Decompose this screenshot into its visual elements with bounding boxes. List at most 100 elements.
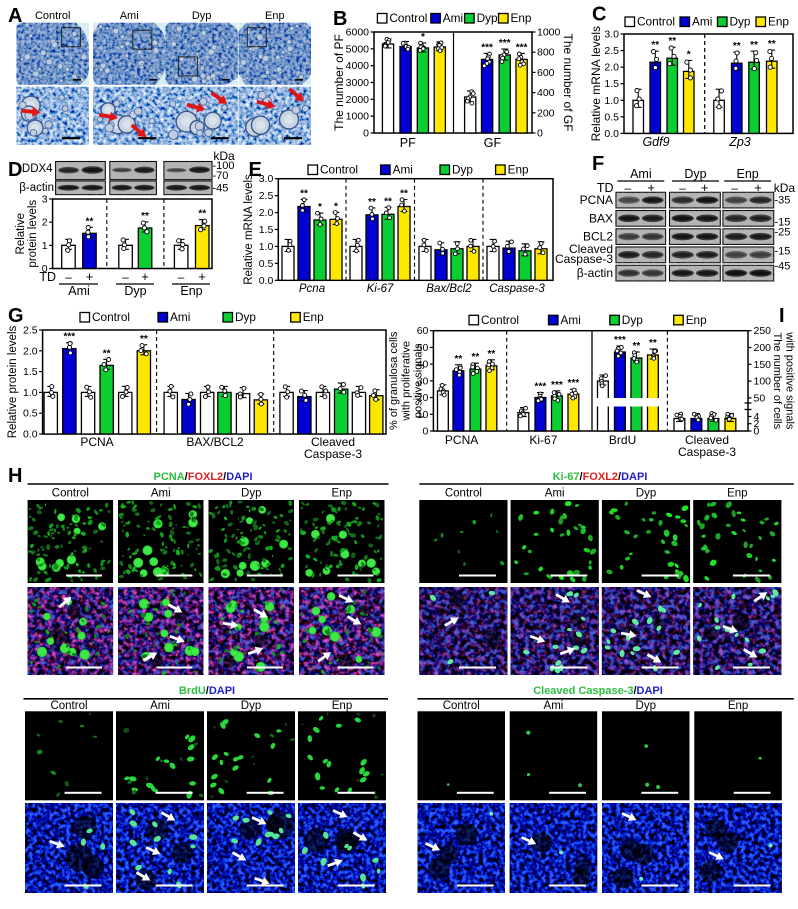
svg-text:2.5: 2.5 (259, 190, 274, 202)
svg-text:1.5: 1.5 (259, 224, 274, 236)
svg-text:The number of cells: The number of cells (771, 332, 783, 429)
svg-text:Ami: Ami (151, 488, 171, 500)
svg-text:**: ** (300, 188, 308, 199)
svg-text:1.5: 1.5 (604, 78, 619, 90)
svg-text:Control: Control (443, 700, 480, 712)
svg-text:Zp3: Zp3 (728, 135, 751, 149)
svg-text:DDX4: DDX4 (22, 163, 53, 175)
svg-text:-15: -15 (775, 246, 791, 258)
svg-text:Enp: Enp (728, 700, 748, 712)
svg-text:kDa: kDa (213, 149, 235, 163)
svg-text:Caspase-3: Caspase-3 (489, 283, 545, 295)
svg-text:D: D (8, 159, 22, 181)
svg-text:Ami: Ami (120, 10, 139, 22)
svg-text:600: 600 (537, 67, 555, 79)
svg-text:2.5: 2.5 (604, 45, 619, 57)
svg-text:+: + (198, 269, 206, 284)
svg-text:Enp: Enp (727, 488, 747, 500)
svg-text:The number of PF: The number of PF (332, 34, 346, 131)
svg-text:1.0: 1.0 (23, 387, 38, 399)
svg-text:Enp: Enp (508, 163, 529, 177)
svg-text:0: 0 (423, 426, 429, 438)
svg-text:Ami: Ami (545, 488, 565, 500)
svg-text:5000: 5000 (346, 43, 370, 55)
svg-text:-25: -25 (775, 227, 791, 239)
svg-text:**: ** (368, 197, 376, 208)
svg-text:-100: -100 (213, 160, 235, 172)
svg-text:250: 250 (754, 325, 772, 337)
svg-text:***: *** (481, 42, 493, 53)
svg-text:3.0: 3.0 (604, 29, 619, 41)
svg-text:Dyp: Dyp (124, 284, 146, 298)
svg-text:-70: -70 (213, 170, 229, 182)
svg-text:Enp: Enp (265, 10, 285, 22)
svg-text:Pcna: Pcna (299, 283, 325, 295)
svg-text:**: ** (733, 41, 741, 52)
svg-text:Dyp: Dyp (622, 313, 643, 327)
svg-text:***: *** (551, 380, 563, 391)
svg-text:Relative protein levels: Relative protein levels (7, 326, 19, 439)
svg-text:TD: TD (597, 181, 614, 195)
svg-text:0: 0 (42, 263, 48, 275)
svg-text:Enp: Enp (332, 488, 352, 500)
svg-text:protein levels: protein levels (27, 200, 39, 268)
svg-text:Enp: Enp (303, 310, 324, 324)
svg-text:+: + (647, 180, 655, 195)
svg-text:positive signals: positive signals (413, 343, 425, 418)
svg-text:*: * (318, 202, 322, 213)
svg-text:0.5: 0.5 (23, 408, 38, 420)
svg-text:***: *** (535, 382, 547, 393)
svg-text:Gdf9: Gdf9 (642, 135, 669, 149)
svg-text:The number of GF: The number of GF (561, 33, 575, 131)
svg-text:400: 400 (537, 87, 555, 99)
svg-text:Enp: Enp (686, 313, 707, 327)
svg-text:2.0: 2.0 (23, 345, 38, 357)
svg-text:Dyp: Dyp (684, 167, 706, 181)
svg-text:0: 0 (754, 426, 760, 438)
svg-text:H: H (8, 465, 22, 487)
svg-text:BAX: BAX (589, 211, 613, 225)
svg-text:3: 3 (42, 194, 48, 206)
svg-text:Control: Control (637, 15, 675, 29)
svg-text:*: * (334, 201, 338, 212)
svg-text:with proliferative: with proliferative (401, 341, 413, 421)
svg-text:150: 150 (754, 359, 772, 371)
svg-text:G: G (8, 305, 24, 327)
svg-text:**: ** (651, 40, 659, 51)
svg-text:β-actin: β-actin (19, 182, 54, 194)
svg-text:Bax/Bcl2: Bax/Bcl2 (426, 283, 472, 295)
svg-text:**: ** (384, 196, 392, 207)
svg-text:Ami: Ami (68, 284, 90, 298)
svg-text:50: 50 (417, 342, 429, 354)
svg-text:Cleaved Caspase-3/DAPI: Cleaved Caspase-3/DAPI (533, 685, 663, 697)
svg-text:2000: 2000 (346, 94, 370, 106)
svg-text:***: *** (499, 38, 511, 49)
svg-text:F: F (592, 153, 604, 175)
svg-text:***: *** (568, 378, 580, 389)
svg-text:0: 0 (537, 128, 543, 140)
svg-text:Enp: Enp (180, 284, 202, 298)
svg-text:***: *** (614, 335, 626, 346)
svg-text:200: 200 (537, 107, 555, 119)
svg-text:Cleaved: Cleaved (311, 435, 355, 449)
svg-text:2.0: 2.0 (259, 207, 274, 219)
svg-text:-15: -15 (775, 217, 791, 229)
svg-text:PCNA: PCNA (580, 193, 613, 207)
svg-text:A: A (8, 5, 22, 27)
svg-text:1: 1 (42, 240, 48, 252)
svg-text:**: ** (649, 338, 657, 349)
svg-text:+: + (754, 180, 762, 195)
svg-text:Ami: Ami (170, 310, 190, 324)
svg-text:with positive signals: with positive signals (784, 331, 796, 430)
svg-text:Dyp: Dyp (241, 700, 261, 712)
svg-text:**: ** (472, 352, 480, 363)
svg-text:–: – (731, 181, 738, 195)
svg-text:**: ** (86, 216, 94, 227)
svg-text:Dyp: Dyp (477, 11, 498, 25)
svg-text:-35: -35 (775, 195, 791, 207)
svg-text:Control: Control (481, 313, 519, 327)
svg-text:2: 2 (754, 418, 760, 430)
svg-text:40: 40 (417, 359, 429, 371)
svg-text:Control: Control (92, 310, 130, 324)
svg-text:0.5: 0.5 (604, 111, 619, 123)
